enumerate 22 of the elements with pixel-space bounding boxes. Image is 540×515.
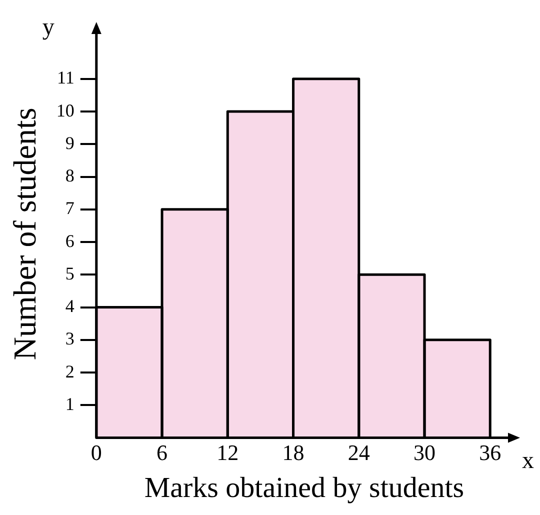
y-tick-label: 1 (65, 394, 74, 414)
y-tick-label: 9 (65, 132, 74, 153)
x-tick-label: 18 (282, 440, 304, 465)
y-tick-label: 4 (65, 296, 74, 316)
y-tick-label: 3 (65, 328, 74, 349)
y-axis-title: Number of students (6, 108, 43, 360)
y-tick-label: 5 (65, 263, 74, 284)
x-axis-title: Marks obtained by students (144, 472, 464, 504)
x-tick-label: 12 (216, 440, 239, 465)
text: y (42, 14, 54, 40)
x-tick-label: 30 (414, 440, 436, 465)
y-tick-label: 2 (65, 361, 74, 382)
y-tick-label: 6 (65, 230, 74, 251)
y-tick-label: 11 (57, 68, 74, 88)
x-tick-label: 0 (90, 440, 102, 465)
y-tick-label: 7 (65, 198, 74, 218)
x-tick-label: 36 (479, 440, 502, 465)
y-tick-label: 10 (56, 100, 74, 120)
x-tick-label: 24 (348, 440, 370, 465)
y-tick-label: 8 (65, 166, 74, 186)
x-tick-label: 6 (156, 440, 168, 465)
text: x (522, 448, 534, 474)
